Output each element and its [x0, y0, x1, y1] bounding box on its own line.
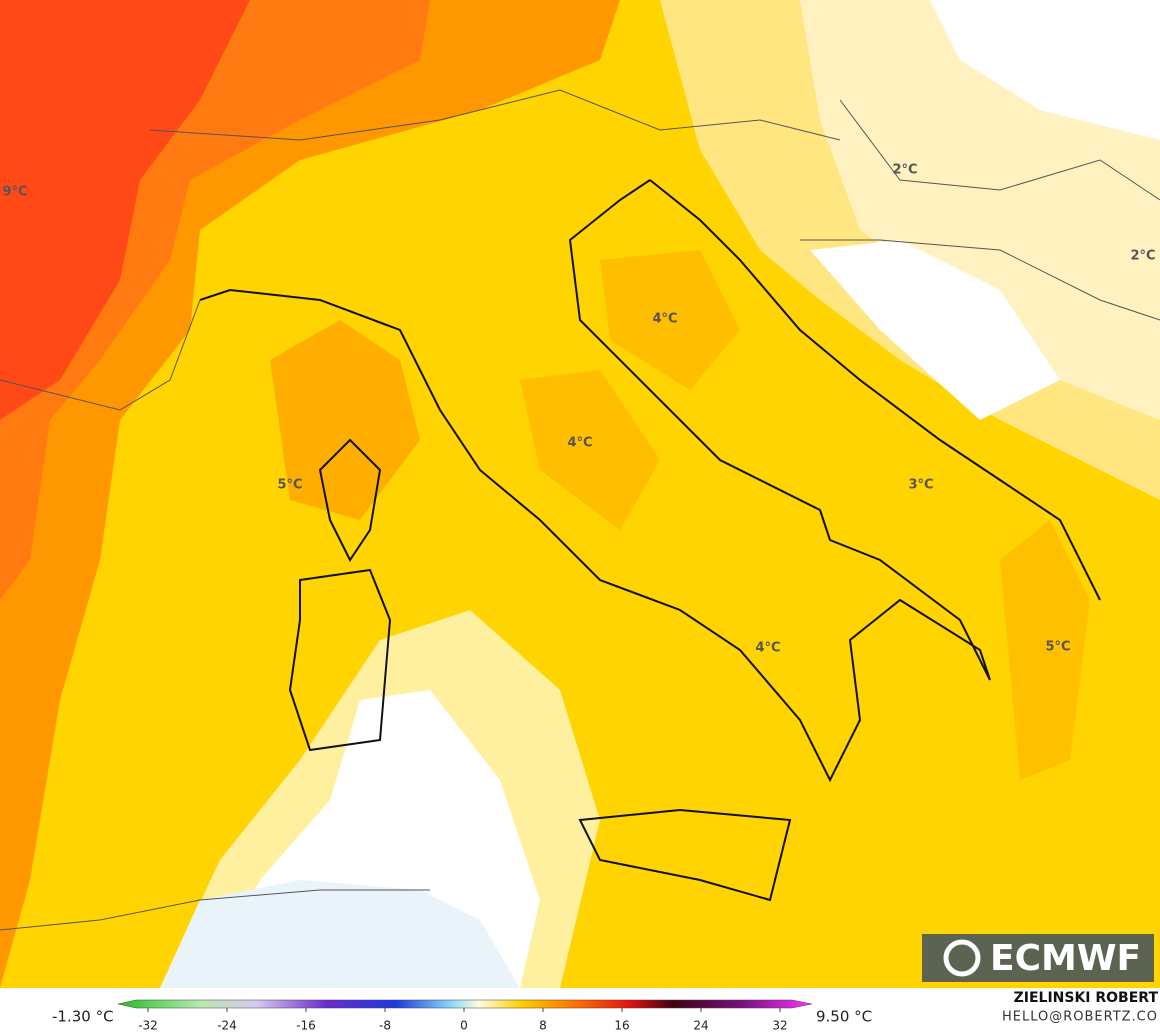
logo-icon	[943, 939, 981, 977]
contact: HELLO@ROBERTZ.CO	[1002, 1010, 1158, 1025]
colorbar-tick-label: 8	[539, 1019, 547, 1033]
logo-text: ECMWF	[990, 938, 1141, 979]
colorbar-tick-label: 32	[772, 1019, 787, 1033]
coastlines	[199, 179, 1101, 902]
credit: ZIELINSKI ROBERT	[1014, 990, 1159, 1006]
temperature-label: 9°C	[2, 185, 27, 200]
colorbar-tick-label: -8	[379, 1019, 391, 1033]
colorbar-tick-label: 0	[460, 1019, 468, 1033]
temperature-label: 2°C	[892, 163, 917, 178]
colorbar-tick-label: 24	[693, 1019, 708, 1033]
colorbar-tick-label: -24	[217, 1019, 237, 1033]
temperature-label: 4°C	[652, 312, 677, 327]
temperature-label: 4°C	[567, 436, 592, 451]
temperature-field	[0, 0, 1160, 988]
colorbar-tick-label: -16	[296, 1019, 316, 1033]
colorbar-bar	[117, 999, 813, 1009]
temperature-label: 5°C	[277, 478, 302, 493]
borders	[0, 89, 1160, 931]
temperature-labels: 9°C 2°C 2°C 4°C 4°C 5°C 3°C 4°C 5°C	[2, 163, 1155, 656]
temperature-label: 2°C	[1130, 249, 1155, 264]
temperature-label: 5°C	[1045, 640, 1070, 655]
colorbar-tick-label: 16	[614, 1019, 629, 1033]
colorbar: -32 -24 -16 -8 0 8 16 24 32 -1.30 °C 9.50 °C	[52, 999, 872, 1033]
temperature-label: 3°C	[908, 478, 933, 493]
temperature-label: 4°C	[755, 641, 780, 656]
colorbar-tick-label: -32	[138, 1019, 158, 1033]
colorbar-min: -1.30 °C	[52, 1008, 114, 1026]
colorbar-max: 9.50 °C	[816, 1008, 872, 1026]
